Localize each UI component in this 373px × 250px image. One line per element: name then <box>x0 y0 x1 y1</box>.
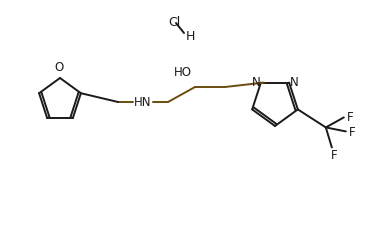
Text: O: O <box>54 61 64 74</box>
Text: Cl: Cl <box>168 16 180 30</box>
Text: N: N <box>290 76 298 89</box>
Text: N: N <box>251 76 260 89</box>
Text: HO: HO <box>174 66 192 79</box>
Text: F: F <box>330 148 337 161</box>
Text: HN: HN <box>134 96 152 109</box>
Text: F: F <box>347 110 353 124</box>
Text: H: H <box>185 30 195 42</box>
Text: F: F <box>348 126 355 138</box>
